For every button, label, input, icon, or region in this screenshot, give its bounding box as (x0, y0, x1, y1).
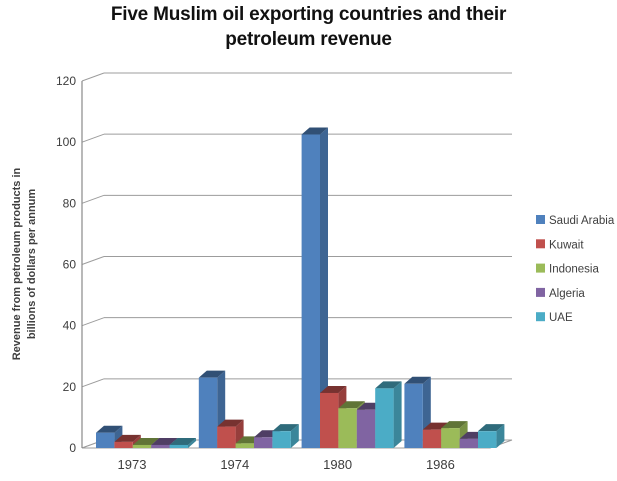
bar-kuwait-1973-top (114, 434, 141, 442)
gridline-diagonal-120 (81, 72, 105, 82)
bar-uae-1980 (375, 388, 394, 448)
legend-swatch-kuwait (536, 239, 545, 249)
bar-uae-1986-side (496, 424, 505, 448)
bar-algeria-1974 (254, 437, 273, 448)
bar-saudi-arabia-1986-top (404, 376, 431, 384)
x-axis-label-1974: 1974 (220, 457, 249, 472)
bar-uae-1973 (169, 444, 188, 448)
y-tick-label-0: 0 (69, 441, 76, 455)
bar-uae-1973-side (188, 437, 196, 448)
legend-label-kuwait: Kuwait (549, 239, 584, 251)
gridline-diagonal-60 (81, 256, 105, 265)
bar-indonesia-1980-top (338, 401, 365, 409)
chart-title-line-2: petroleum revenue (225, 29, 392, 50)
legend-label-saudi-arabia: Saudi Arabia (549, 215, 615, 227)
gridline-diagonal-100 (81, 133, 105, 143)
bar-saudi-arabia-1980 (301, 134, 320, 449)
bar-saudi-arabia-1974-top (198, 370, 226, 378)
legend-swatch-uae (536, 312, 545, 322)
y-axis-title: Revenue from petroleum products in billio… (11, 167, 38, 360)
bar-kuwait-1974 (217, 426, 236, 448)
y-tick-label-60: 60 (63, 258, 77, 272)
bar-uae-1974-top (272, 424, 299, 432)
x-axis-label-1973: 1973 (118, 457, 147, 472)
bar-uae-1974-side (290, 424, 299, 448)
bar-saudi-arabia-1986 (404, 383, 423, 448)
y-tick-label-80: 80 (63, 196, 77, 210)
bar-indonesia-1973-top (132, 437, 160, 445)
chart-title: Five Muslim oil exporting countries and … (0, 2, 617, 52)
bar-saudi-arabia-1973-top (96, 425, 123, 433)
bar-uae-1986 (478, 431, 497, 448)
bar-uae-1973-top (169, 437, 196, 445)
y-tick-label-100: 100 (56, 135, 76, 149)
gridline-diagonal-80 (81, 194, 105, 204)
bar-indonesia-1973 (132, 444, 152, 448)
bar-kuwait-1973 (114, 441, 133, 448)
bar-indonesia-1986 (441, 428, 460, 448)
bar-uae-1980-side (393, 381, 402, 448)
legend-label-uae: UAE (549, 312, 573, 324)
legend-swatch-algeria (536, 287, 545, 297)
x-axis-label-1986: 1986 (426, 457, 455, 472)
bar-saudi-arabia-1980-top (301, 127, 328, 135)
legend-swatch-indonesia (536, 263, 545, 273)
chart-title-line-1: Five Muslim oil exporting countries and … (110, 4, 507, 25)
gridline-diagonal-40 (81, 317, 105, 327)
bar-algeria-1973-top (151, 437, 178, 445)
bar-algeria-1973 (151, 444, 170, 448)
legend-swatch-saudi-arabia (536, 215, 545, 224)
bar-indonesia-1986-top (441, 421, 468, 429)
bar-uae-1980-top (375, 381, 402, 389)
bar-kuwait-1980-top (320, 385, 347, 393)
bar-kuwait-1980 (320, 392, 339, 448)
gridline-diagonal-20 (81, 378, 105, 388)
bar-saudi-arabia-1973 (96, 432, 115, 448)
bar-indonesia-1980 (338, 408, 357, 448)
x-axis-label-1980: 1980 (323, 457, 352, 472)
y-tick-label-40: 40 (63, 319, 77, 333)
legend-label-indonesia: Indonesia (549, 264, 599, 276)
bar-kuwait-1974-top (217, 419, 244, 427)
bar-uae-1986-top (478, 424, 505, 432)
bar-uae-1974 (272, 431, 291, 448)
y-tick-label-20: 20 (63, 380, 77, 394)
y-tick-label-120: 120 (56, 74, 76, 88)
legend-label-algeria: Algeria (549, 288, 585, 300)
bar-algeria-1986 (459, 438, 478, 448)
bar-indonesia-1974 (235, 443, 254, 448)
bar-saudi-arabia-1974 (198, 377, 218, 448)
bar-kuwait-1986 (422, 429, 442, 448)
bar-saudi-arabia-1980-side (320, 127, 328, 448)
bar-algeria-1980 (356, 409, 376, 448)
